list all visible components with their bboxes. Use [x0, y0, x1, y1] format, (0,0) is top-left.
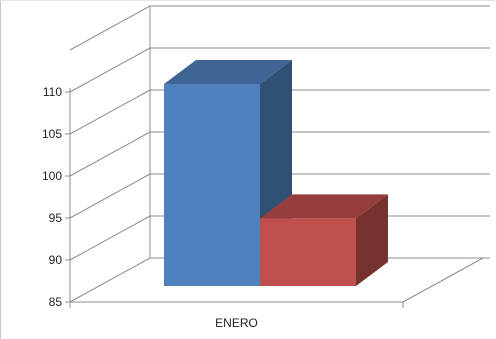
bar-front-face: [164, 84, 260, 286]
y-tick-label: 85: [49, 295, 63, 309]
y-tick-label: 110: [43, 85, 62, 99]
side-wall-gridline: [69, 131, 151, 177]
side-wall-gridline: [69, 257, 151, 303]
side-wall-gridline: [69, 5, 151, 51]
bar-top-face: [164, 60, 292, 84]
side-wall-gridline: [69, 173, 151, 219]
side-wall-gridline: [69, 47, 151, 93]
y-tick-label: 90: [49, 253, 63, 267]
bar-front-face: [260, 218, 356, 286]
y-tick-label: 95: [49, 211, 63, 225]
x-category-label: ENERO: [215, 316, 258, 330]
bar-side-face: [356, 194, 388, 286]
y-tick-label: 100: [42, 169, 62, 183]
side-wall-gridline: [69, 215, 151, 261]
bar-top-face: [260, 194, 388, 219]
side-wall-gridline: [69, 89, 151, 135]
y-tick-label: 105: [42, 127, 62, 141]
floor-right-edge: [402, 257, 484, 303]
